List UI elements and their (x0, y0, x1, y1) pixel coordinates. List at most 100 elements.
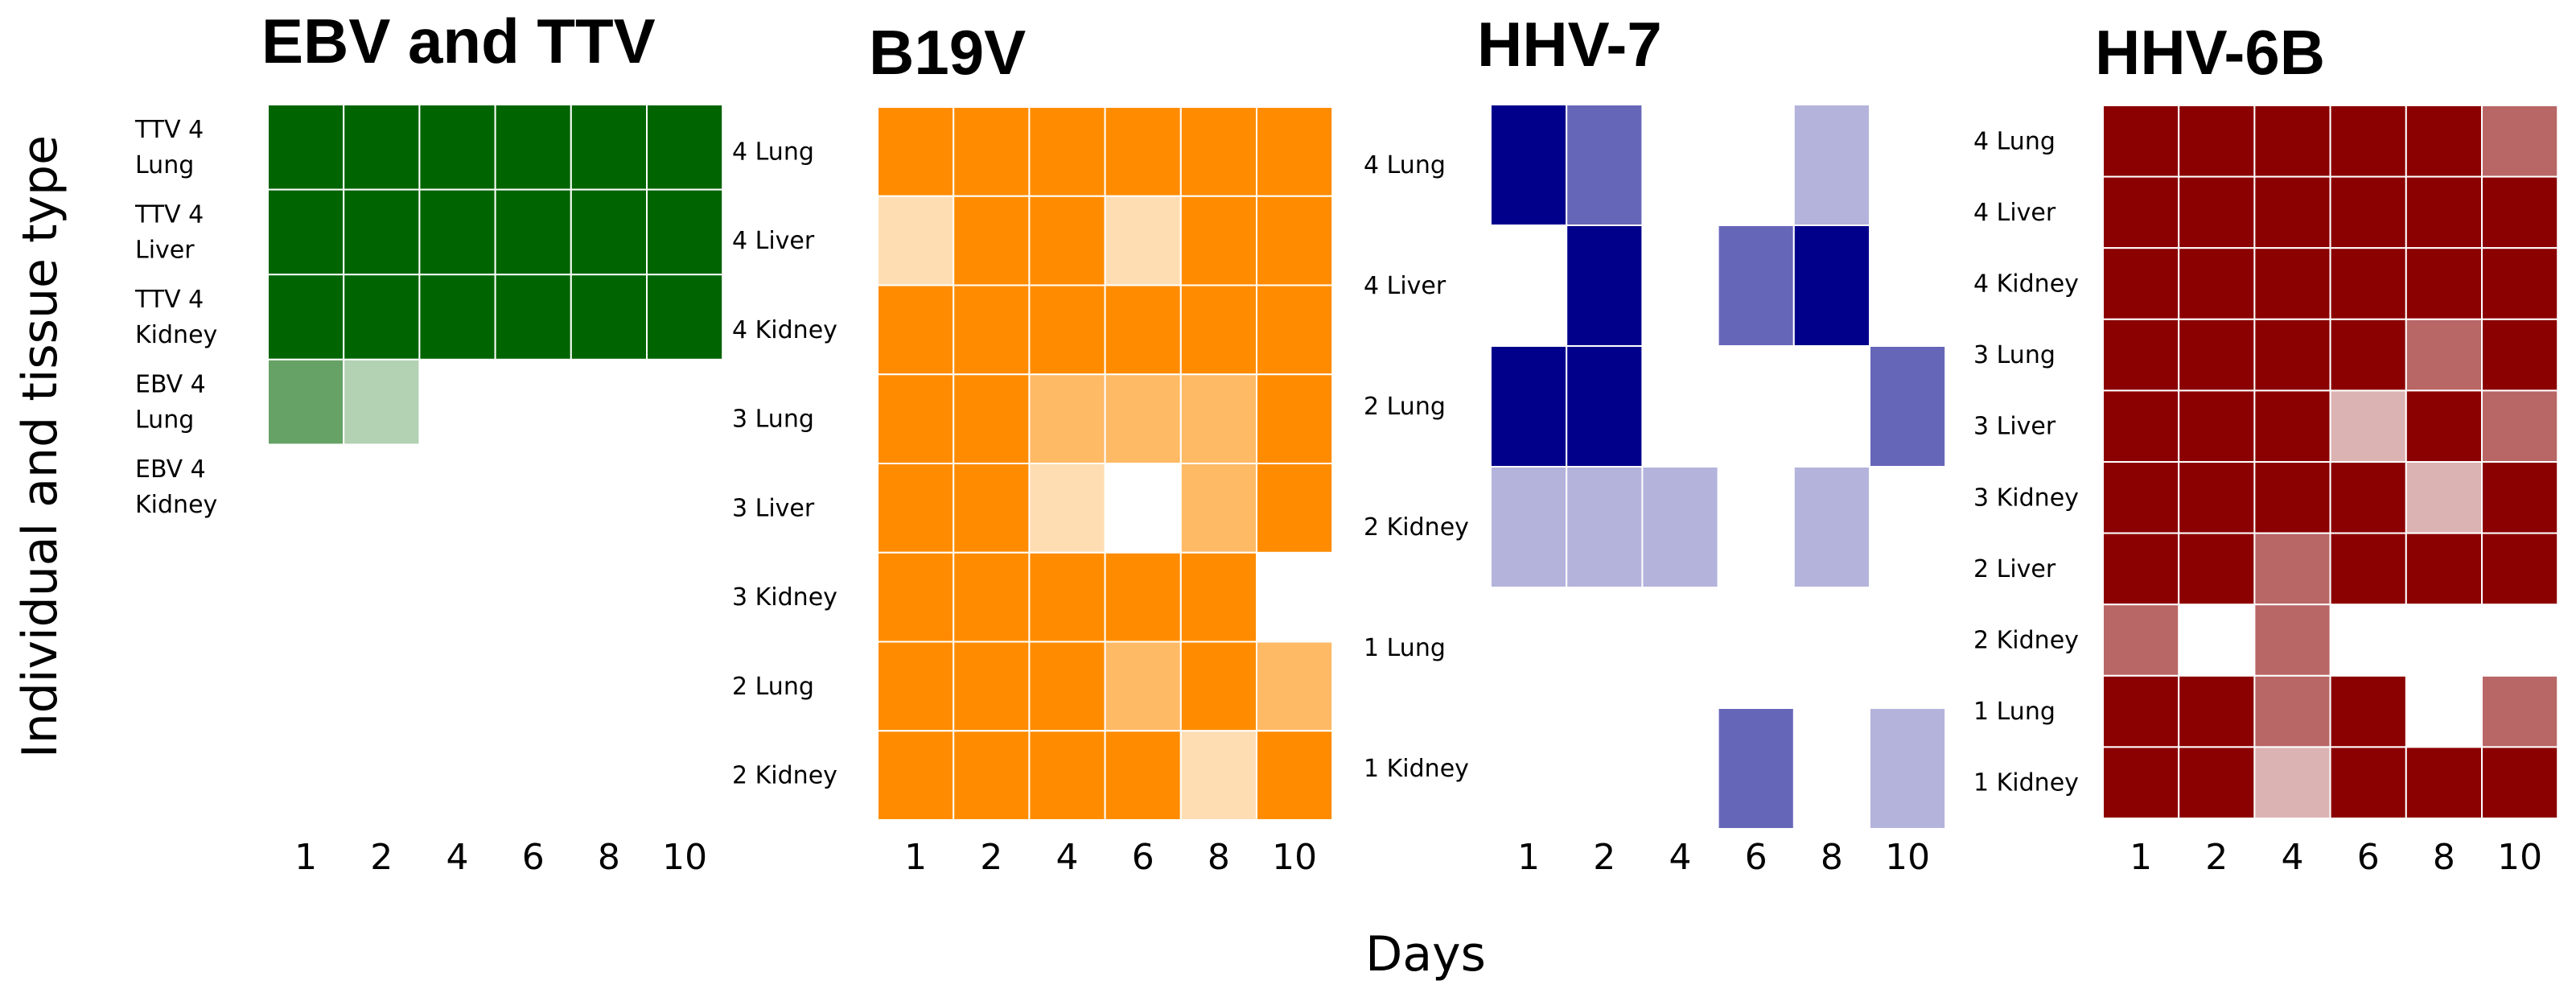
heatmap-cell (1256, 195, 1334, 286)
heatmap-cell (877, 463, 955, 554)
row-label: TTV 4 Kidney (134, 286, 217, 349)
x-tick-label: 10 (1885, 837, 1930, 878)
heatmap-cell (953, 195, 1031, 286)
heatmap-cell (2102, 604, 2180, 677)
row-label: 2 Lung (1364, 393, 1446, 421)
heatmap-cell (2329, 461, 2407, 534)
heatmap-cell (646, 104, 724, 191)
row-label: 4 Kidney (732, 316, 837, 344)
heatmap-cell (2253, 389, 2331, 463)
row-label: 4 Lung (1973, 127, 2055, 155)
heatmap-cell (877, 284, 955, 376)
heatmap-cell (1792, 466, 1871, 588)
heatmap-cell (2253, 674, 2331, 748)
row-label: 2 Liver (1973, 555, 2056, 583)
x-tick-label: 1 (2130, 837, 2152, 878)
heatmap-cell (1490, 466, 1568, 588)
heatmap-cell (2178, 674, 2256, 748)
heatmap-cell (2405, 461, 2483, 534)
heatmap-cell (1256, 373, 1334, 464)
x-tick-label: 6 (2357, 837, 2380, 878)
row-label: TTV 4 Lung (134, 116, 204, 179)
heatmap-cell (2253, 175, 2331, 249)
heatmap-cell (2178, 175, 2256, 249)
x-tick-label: 8 (2433, 837, 2455, 878)
heatmap-cell (418, 274, 496, 360)
heatmap-cell (1179, 284, 1258, 376)
heatmap-cell (1256, 641, 1334, 732)
heatmap-cell (1179, 641, 1258, 732)
x-tick-label: 8 (1821, 837, 1843, 878)
heatmap-cell (1179, 551, 1258, 643)
heatmap-cell (343, 104, 421, 191)
heatmap-panel-4: HHV-6B 4 Lung 4 Liver 4 Kidney 3 Lung 3 Liver… (1973, 17, 2559, 878)
row-label: 4 Liver (732, 227, 815, 255)
panel-title: EBV and TTV (261, 6, 656, 76)
heatmap-cell (1179, 106, 1258, 197)
row-label: 2 Lung (732, 673, 814, 701)
heatmap-cell (2253, 746, 2331, 820)
heatmap-cell (1566, 345, 1644, 468)
panel-title: HHV-6B (2095, 17, 2325, 88)
row-label: 2 Kidney (1973, 627, 2079, 655)
x-tick-label: 10 (2497, 837, 2542, 878)
x-tick-label: 8 (1208, 837, 1230, 878)
row-label: 3 Kidney (1973, 484, 2079, 512)
heatmap-cell (2329, 318, 2407, 392)
heatmap-cell (646, 188, 724, 276)
heatmap-cell (877, 641, 955, 732)
x-tick-label: 6 (522, 837, 545, 878)
row-label: 4 Kidney (1973, 270, 2079, 299)
heatmap-cell (1104, 195, 1182, 286)
heatmap-cell (2481, 532, 2559, 606)
row-label: 4 Liver (1973, 199, 2056, 227)
heatmap-cell (1869, 707, 1947, 830)
heatmap-cell (267, 274, 345, 360)
heatmap-cell (2329, 674, 2407, 748)
heatmap-cell (570, 104, 648, 191)
row-label: 4 Lung (732, 138, 814, 166)
x-tick-label: 2 (1593, 837, 1615, 878)
heatmap-cell (2102, 247, 2180, 320)
heatmap-cell (2481, 105, 2559, 178)
heatmap-panel-1: EBV and TTV TTV 4 Lung TTV 4 Liver TTV 4 Kidne… (134, 6, 724, 878)
row-label: EBV 4 Lung (135, 371, 206, 435)
heatmap-cell (1566, 104, 1644, 226)
heatmap-cell (2405, 318, 2483, 392)
heatmap-cell (2102, 318, 2180, 392)
x-tick-label: 4 (2282, 837, 2304, 878)
x-tick-label: 8 (598, 837, 620, 878)
heatmap-cell (2102, 175, 2180, 249)
heatmap-cell (2329, 247, 2407, 320)
heatmap-cell (2329, 532, 2407, 606)
x-tick-label: 2 (2205, 837, 2228, 878)
heatmap-cell (1792, 225, 1871, 347)
heatmap-cell (494, 188, 572, 276)
heatmap-cell (418, 104, 496, 191)
heatmap-cell (1104, 106, 1182, 197)
heatmap-cell (2178, 746, 2256, 820)
heatmap-cell (2178, 318, 2256, 392)
x-tick-label: 6 (1132, 837, 1154, 878)
panel-title: HHV-7 (1477, 9, 1662, 80)
heatmap-cell (2102, 105, 2180, 178)
heatmap-cell (2481, 247, 2559, 320)
x-tick-label: 4 (446, 837, 469, 878)
heatmap-cell (1179, 195, 1258, 286)
heatmap-cell (2405, 389, 2483, 463)
heatmap-cell (2405, 175, 2483, 249)
heatmap-cell (2405, 105, 2483, 178)
heatmap-cell (1028, 551, 1106, 643)
heatmap-cell (646, 274, 724, 360)
row-label: 4 Liver (1364, 272, 1446, 300)
row-label: 1 Kidney (1973, 769, 2079, 797)
heatmap-cell (1869, 345, 1947, 468)
heatmap-cell (1028, 284, 1106, 376)
heatmap-cell (494, 274, 572, 360)
row-label: 1 Lung (1364, 634, 1446, 662)
heatmap-cell (2178, 461, 2256, 534)
heatmap-cell (877, 551, 955, 643)
heatmap-cell (2102, 746, 2180, 820)
heatmap-cell (1717, 707, 1795, 830)
x-tick-label: 4 (1056, 837, 1079, 878)
